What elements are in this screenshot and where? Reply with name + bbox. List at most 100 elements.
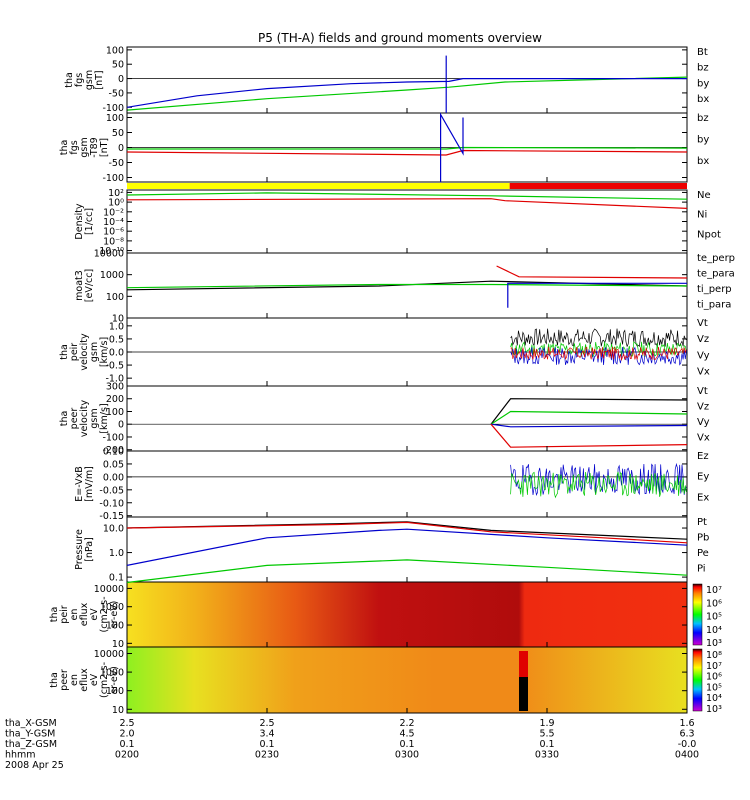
series-te-para — [496, 265, 688, 279]
colorbar-label: 10⁵ — [706, 682, 722, 693]
y-tick-label: 10⁰ — [108, 198, 124, 209]
y-tick-label: -1.0 — [105, 374, 124, 385]
y-axis-label: tha fgs gsm -T89 [nT] — [59, 137, 110, 157]
legend-ey: Ey — [697, 472, 709, 483]
y-tick-label: 0.05 — [103, 459, 124, 470]
y-tick-label: 100 — [106, 45, 124, 56]
y-label-line: peir — [69, 343, 80, 362]
colorbar-label: 10³ — [706, 704, 722, 715]
legend-bz: bz — [697, 113, 709, 124]
y-tick-label: -50 — [108, 88, 124, 99]
y-label-line: [eV/cc] — [84, 269, 95, 302]
series-peer-vz — [490, 423, 688, 448]
legend-pt: Pt — [697, 517, 707, 528]
ephem-value: 2.5 — [119, 718, 134, 729]
y-tick-label: 10000 — [94, 584, 124, 595]
y-label-line: gsm — [79, 137, 90, 157]
ephem-value: 2.2 — [399, 718, 414, 729]
y-tick-label: 100 — [106, 621, 124, 632]
y-label-line: fgs — [74, 73, 85, 87]
y-tick-label: 0 — [118, 143, 124, 154]
y-axis-label: tha peer en eflux eV (cm2-s-sr-eV) — [49, 662, 120, 698]
ephem-value: 0.1 — [539, 739, 554, 750]
series-fgs-t89-bx — [440, 112, 464, 182]
y-tick-label: 300 — [106, 382, 124, 393]
y-tick-label: -0.10 — [99, 498, 124, 509]
series-density-ni — [126, 192, 688, 200]
y-axis-label: Pressure [nPa] — [74, 529, 95, 570]
legend-vy: Vy — [697, 350, 710, 361]
ephem-value: 0.1 — [119, 739, 134, 750]
y-label-line: en — [69, 674, 80, 686]
y-tick-label: -100 — [102, 432, 124, 443]
y-tick-label: 10⁻⁶ — [103, 227, 124, 238]
y-label-line: eflux — [79, 668, 90, 692]
ephem-row-label: tha_X-GSM — [5, 718, 57, 729]
y-label-line: [mV/m] — [84, 466, 95, 502]
legend-bz: bz — [697, 63, 709, 74]
legend-pb: Pb — [697, 532, 709, 543]
legend-vt: Vt — [697, 386, 708, 397]
ephem-value: 2.5 — [259, 718, 274, 729]
y-tick-label: 0.5 — [109, 334, 124, 345]
ephem-row-label: tha_Z-GSM — [5, 739, 57, 750]
legend-te_perp: te_perp — [697, 253, 735, 264]
y-tick-label: 50 — [112, 128, 124, 139]
y-axis-label: E=-VxB [mV/m] — [74, 466, 95, 502]
colorbar-label: 10⁸ — [706, 650, 722, 661]
ephem-value: 1.9 — [539, 718, 554, 729]
legend-pe: Pe — [697, 548, 709, 559]
series-fgs-t89-bz — [126, 149, 688, 156]
series-pressure-pt — [126, 521, 688, 540]
y-tick-label: 10⁻² — [103, 207, 124, 218]
y-label-line: eV — [89, 673, 100, 686]
spectrogram — [127, 582, 687, 647]
y-label-line: tha — [59, 140, 70, 156]
y-tick-label: 1.0 — [109, 548, 124, 559]
series-peir-vz — [510, 346, 687, 362]
y-tick-label: 10 — [112, 705, 124, 716]
series-density-ne — [126, 198, 688, 209]
ephem-value: 3.4 — [259, 729, 274, 740]
y-label-line: gsm — [89, 342, 100, 362]
y-tick-label: 100 — [106, 686, 124, 697]
panel-frame — [126, 385, 688, 452]
spectrogram-burst — [519, 651, 528, 677]
y-tick-label: 10⁻⁸ — [103, 236, 124, 247]
ephem-value: 4.5 — [399, 729, 414, 740]
y-label-line: gsm — [89, 408, 100, 428]
ephem-row-label: tha_Y-GSM — [5, 729, 55, 740]
y-tick-label: 100 — [106, 113, 124, 124]
colorbar-label: 10⁷ — [706, 661, 722, 672]
y-tick-label: -50 — [108, 158, 124, 169]
y-label-line: [km/s] — [99, 403, 110, 433]
ephem-row-label: hhmm — [5, 750, 36, 761]
y-tick-label: 0 — [118, 420, 124, 431]
colorbar-label: 10⁴ — [706, 693, 722, 704]
y-label-line: tha — [59, 411, 70, 427]
legend-vx: Vx — [697, 432, 710, 443]
legend-ni: Ni — [697, 210, 707, 221]
y-label-line: [nT] — [94, 70, 105, 89]
y-tick-label: 10⁻⁴ — [103, 217, 124, 228]
ephem-value: 0200 — [115, 750, 139, 761]
y-label-line: (cm2-s- — [99, 662, 110, 698]
y-axis-label: tha peer velocity gsm [km/s] — [59, 400, 110, 438]
legend-ne: Ne — [697, 190, 711, 201]
y-tick-label: 0.10 — [103, 447, 124, 458]
y-label-line: peer — [69, 408, 80, 430]
legend-by: by — [697, 78, 709, 89]
y-label-line: [km/s] — [99, 337, 110, 367]
series-peer-vt — [490, 398, 688, 425]
y-label-line: [nPa] — [84, 537, 95, 562]
y-tick-label: 10 — [112, 639, 124, 650]
legend-vz: Vz — [697, 334, 709, 345]
y-label-line: Pressure — [74, 529, 85, 570]
y-label-line: en — [69, 609, 80, 621]
mode-bar-segment — [509, 183, 687, 189]
legend-bt: Bt — [697, 47, 708, 58]
y-tick-label: -0.05 — [99, 485, 124, 496]
y-label-line: eflux — [79, 602, 90, 626]
y-axis-label: tha fgs gsm [nT] — [64, 70, 105, 90]
